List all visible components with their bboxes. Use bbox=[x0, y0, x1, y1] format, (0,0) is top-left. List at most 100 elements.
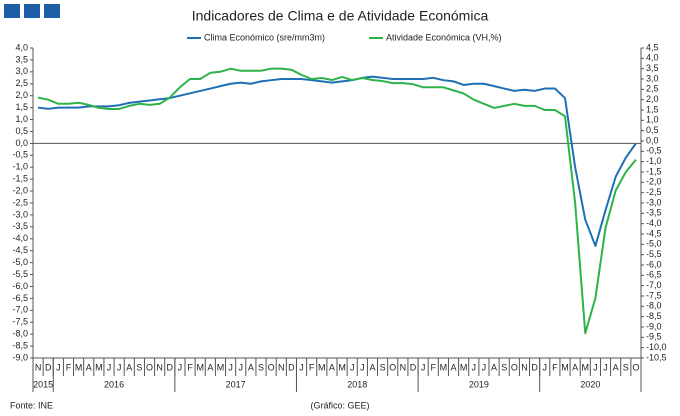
y-tick-label: -6,0 bbox=[12, 281, 28, 291]
x-tick-label: S bbox=[623, 362, 629, 372]
y2-tick-label: 1,5 bbox=[646, 104, 659, 114]
y-tick-label: -3,0 bbox=[12, 209, 28, 219]
chart-title: Indicadores de Clima e de Atividade Econ… bbox=[192, 8, 489, 24]
x-tick-label: A bbox=[572, 362, 578, 372]
x-tick-label: J bbox=[603, 362, 608, 372]
y-tick-label: -5,5 bbox=[12, 269, 28, 279]
x-tick-label: N bbox=[521, 362, 528, 372]
year-label: 2019 bbox=[469, 379, 489, 389]
x-tick-label: J bbox=[350, 362, 355, 372]
y2-tick-label: -0,5 bbox=[646, 146, 662, 156]
y2-tick-label: -2,0 bbox=[646, 177, 662, 187]
x-tick-label: A bbox=[207, 362, 213, 372]
x-tick-label: A bbox=[613, 362, 619, 372]
y-tick-label: -7,5 bbox=[12, 317, 28, 327]
y-tick-label: -6,5 bbox=[12, 293, 28, 303]
year-label: 2015 bbox=[33, 379, 53, 389]
y-tick-label: -8,0 bbox=[12, 329, 28, 339]
x-tick-label: D bbox=[288, 362, 295, 372]
y2-tick-label: -1,0 bbox=[646, 156, 662, 166]
x-tick-label: F bbox=[309, 362, 315, 372]
y2-tick-label: -3,5 bbox=[646, 208, 662, 218]
x-tick-label: A bbox=[86, 362, 92, 372]
x-tick-label: F bbox=[187, 362, 193, 372]
y-tick-label: 0,0 bbox=[15, 138, 28, 148]
x-tick-label: D bbox=[167, 362, 174, 372]
y2-tick-label: 3,0 bbox=[646, 73, 659, 83]
x-tick-label: D bbox=[410, 362, 417, 372]
y-tick-label: -2,0 bbox=[12, 185, 28, 195]
y-tick-label: -1,0 bbox=[12, 162, 28, 172]
y2-tick-label: -7,5 bbox=[646, 290, 662, 300]
y2-tick-label: -8,0 bbox=[646, 301, 662, 311]
y2-tick-label: 4,0 bbox=[646, 53, 659, 63]
y2-tick-label: -9,0 bbox=[646, 321, 662, 331]
y-tick-label: 0,5 bbox=[15, 126, 28, 136]
year-label: 2016 bbox=[104, 379, 124, 389]
x-tick-label: J bbox=[421, 362, 426, 372]
x-tick-label: J bbox=[482, 362, 487, 372]
x-tick-label: N bbox=[400, 362, 407, 372]
x-tick-label: N bbox=[35, 362, 42, 372]
legend-label: Clima Económico (sre/mm3m) bbox=[204, 32, 325, 42]
x-tick-label: O bbox=[268, 362, 275, 372]
x-tick-label: J bbox=[542, 362, 547, 372]
x-tick-label: J bbox=[472, 362, 477, 372]
x-tick-label: N bbox=[156, 362, 163, 372]
y-tick-label: -8,5 bbox=[12, 340, 28, 350]
y-tick-label: 1,0 bbox=[15, 114, 28, 124]
y-tick-label: -0,5 bbox=[12, 150, 28, 160]
x-tick-label: A bbox=[329, 362, 335, 372]
y-tick-label: -4,0 bbox=[12, 233, 28, 243]
y2-tick-label: 4,5 bbox=[646, 42, 659, 52]
y2-tick-label: -1,5 bbox=[646, 166, 662, 176]
y2-tick-label: 1,0 bbox=[646, 115, 659, 125]
x-tick-label: S bbox=[380, 362, 386, 372]
x-tick-label: D bbox=[531, 362, 538, 372]
x-tick-label: M bbox=[196, 362, 204, 372]
y2-tick-label: -5,5 bbox=[646, 249, 662, 259]
x-tick-label: J bbox=[238, 362, 243, 372]
x-tick-label: J bbox=[117, 362, 122, 372]
logo-block bbox=[44, 4, 60, 18]
x-tick-label: M bbox=[217, 362, 225, 372]
x-tick-label: F bbox=[66, 362, 72, 372]
y2-tick-label: -3,0 bbox=[646, 197, 662, 207]
y2-tick-label: -9,5 bbox=[646, 332, 662, 342]
y-tick-label: -3,5 bbox=[12, 221, 28, 231]
y-tick-label: 3,0 bbox=[15, 66, 28, 76]
x-tick-label: A bbox=[491, 362, 497, 372]
x-tick-label: J bbox=[299, 362, 304, 372]
x-tick-label: N bbox=[278, 362, 285, 372]
y-tick-label: 1,5 bbox=[15, 102, 28, 112]
x-tick-label: A bbox=[126, 362, 132, 372]
x-tick-label: F bbox=[552, 362, 558, 372]
y-tick-label: -5,0 bbox=[12, 257, 28, 267]
x-tick-label: S bbox=[258, 362, 264, 372]
credit-note: (Gráfico: GEE) bbox=[310, 400, 369, 410]
x-tick-label: S bbox=[136, 362, 142, 372]
x-tick-label: M bbox=[440, 362, 448, 372]
x-tick-label: D bbox=[45, 362, 52, 372]
x-tick-label: F bbox=[431, 362, 437, 372]
x-tick-label: O bbox=[632, 362, 639, 372]
x-tick-label: M bbox=[561, 362, 569, 372]
series-line bbox=[37, 75, 637, 247]
y2-tick-label: 2,5 bbox=[646, 84, 659, 94]
x-tick-label: J bbox=[107, 362, 112, 372]
source-note: Fonte: INE bbox=[10, 400, 53, 410]
x-tick-label: A bbox=[369, 362, 375, 372]
x-tick-label: J bbox=[228, 362, 233, 372]
y-tick-label: -2,5 bbox=[12, 197, 28, 207]
year-label: 2018 bbox=[347, 379, 367, 389]
y-tick-label: 2,5 bbox=[15, 78, 28, 88]
x-tick-label: S bbox=[501, 362, 507, 372]
year-label: 2017 bbox=[226, 379, 246, 389]
x-tick-label: M bbox=[338, 362, 346, 372]
x-tick-label: O bbox=[146, 362, 153, 372]
x-tick-label: J bbox=[593, 362, 598, 372]
y2-tick-label: -2,5 bbox=[646, 187, 662, 197]
logo-block bbox=[24, 4, 40, 18]
x-tick-label: M bbox=[318, 362, 326, 372]
